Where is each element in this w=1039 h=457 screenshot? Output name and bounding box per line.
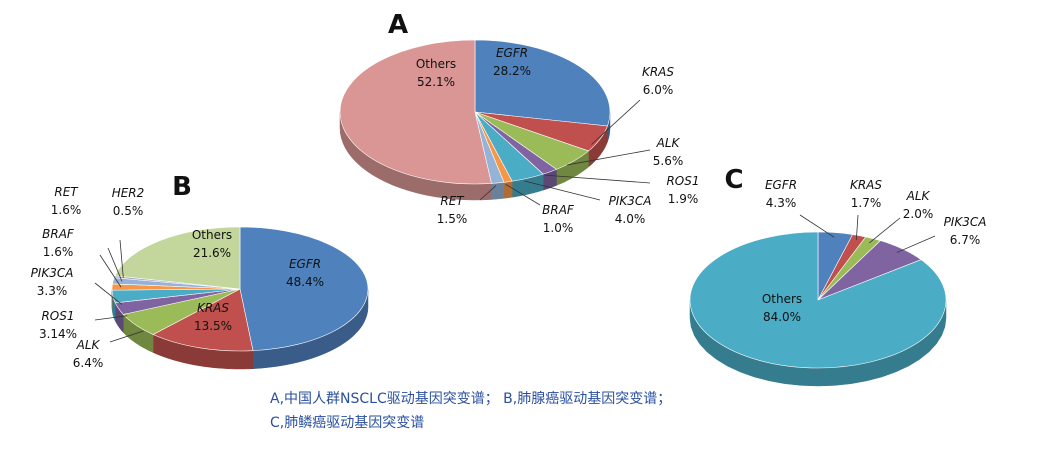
slice bbox=[689, 231, 947, 369]
leader-line bbox=[855, 214, 859, 241]
leader-line bbox=[99, 254, 122, 288]
leader-line bbox=[544, 174, 651, 184]
slice-value: 1.0% bbox=[543, 221, 574, 235]
leader-line bbox=[119, 239, 124, 278]
slice-value: 1.6% bbox=[43, 245, 74, 259]
slice-name: ALK bbox=[656, 136, 681, 150]
slice-side bbox=[491, 181, 505, 200]
slice bbox=[339, 39, 492, 185]
slice-value: 3.3% bbox=[37, 284, 68, 298]
slice-name: ALK bbox=[906, 189, 931, 203]
slice bbox=[239, 226, 369, 351]
slice-value: 1.6% bbox=[51, 203, 82, 217]
slice-name: RET bbox=[54, 185, 79, 199]
pie-chart: B EGFR 48.4% KRAS 13.5% ALK 6.4% ROS1 3.14% PIK3C… bbox=[31, 172, 369, 370]
slice-value: 0.5% bbox=[113, 204, 144, 218]
slice-name: BRAF bbox=[542, 203, 575, 217]
slice-name: BRAF bbox=[42, 227, 75, 241]
slice-value: 3.14% bbox=[39, 327, 77, 341]
slice-value: 4.3% bbox=[766, 196, 797, 210]
caption-line: A,中国人群NSCLC驱动基因突变谱； B,肺腺癌驱动基因突变谱； bbox=[270, 390, 671, 407]
slice-name: EGFR bbox=[765, 178, 797, 192]
slice-name: KRAS bbox=[197, 301, 229, 315]
leader-line bbox=[896, 235, 936, 253]
slice-name: KRAS bbox=[850, 178, 882, 192]
slice-value: 1.5% bbox=[437, 212, 468, 226]
slice-value: 6.4% bbox=[73, 356, 104, 370]
slice-name: PIK3CA bbox=[944, 215, 987, 229]
leader-line bbox=[505, 184, 541, 206]
slice-name: EGFR bbox=[289, 257, 321, 271]
slice bbox=[152, 288, 254, 352]
slice-name: Others bbox=[416, 57, 456, 71]
slice-name: RET bbox=[440, 194, 465, 208]
slice-value: 48.4% bbox=[286, 275, 324, 289]
slice-value: 6.7% bbox=[950, 233, 981, 247]
slice-side bbox=[503, 180, 513, 199]
slice-name: HER2 bbox=[112, 186, 145, 200]
leader-line bbox=[94, 315, 128, 321]
pie-chart: C EGFR 4.3% KRAS 1.7% ALK 2.0% PIK3CA 6.7% Others… bbox=[689, 165, 987, 387]
slice-value: 1.9% bbox=[668, 192, 699, 206]
slice-value: 4.0% bbox=[615, 212, 646, 226]
leader-line bbox=[869, 217, 901, 244]
leader-line bbox=[479, 185, 497, 201]
chart-title: C bbox=[724, 165, 743, 195]
slice-value: 52.1% bbox=[417, 75, 455, 89]
leader-line bbox=[94, 282, 123, 305]
slice-name: Others bbox=[192, 228, 232, 242]
slice-value: 84.0% bbox=[763, 310, 801, 324]
slice-name: PIK3CA bbox=[31, 266, 74, 280]
slice-value: 13.5% bbox=[194, 319, 232, 333]
slice bbox=[114, 226, 241, 290]
slice-name: ALK bbox=[76, 338, 101, 352]
pie-chart: A EGFR 28.2% KRAS 6.0% ALK 5.6% ROS1 1.9% PIK3CA 4… bbox=[339, 10, 700, 235]
slice-value: 5.6% bbox=[653, 154, 684, 168]
leader-line bbox=[567, 149, 651, 166]
caption-line: C,肺鳞癌驱动基因突变谱 bbox=[270, 414, 424, 431]
leader-line bbox=[524, 180, 601, 201]
slice-name: ROS1 bbox=[666, 174, 699, 188]
slice-value: 1.7% bbox=[851, 196, 882, 210]
leader-line bbox=[107, 247, 123, 282]
leader-line bbox=[109, 330, 144, 343]
slice-value: 28.2% bbox=[493, 64, 531, 78]
slice-value: 21.6% bbox=[193, 246, 231, 260]
slice-name: EGFR bbox=[496, 46, 528, 60]
slice-name: ROS1 bbox=[41, 309, 74, 323]
slice-name: PIK3CA bbox=[609, 194, 652, 208]
chart-title: B bbox=[172, 172, 192, 202]
chart-title: A bbox=[388, 10, 408, 40]
slice-name: Others bbox=[762, 292, 802, 306]
leader-line bbox=[591, 99, 641, 145]
slice bbox=[474, 39, 611, 127]
leader-line bbox=[799, 214, 835, 238]
slice-value: 6.0% bbox=[643, 83, 674, 97]
slice-value: 2.0% bbox=[903, 207, 934, 221]
slice-name: KRAS bbox=[642, 65, 674, 79]
